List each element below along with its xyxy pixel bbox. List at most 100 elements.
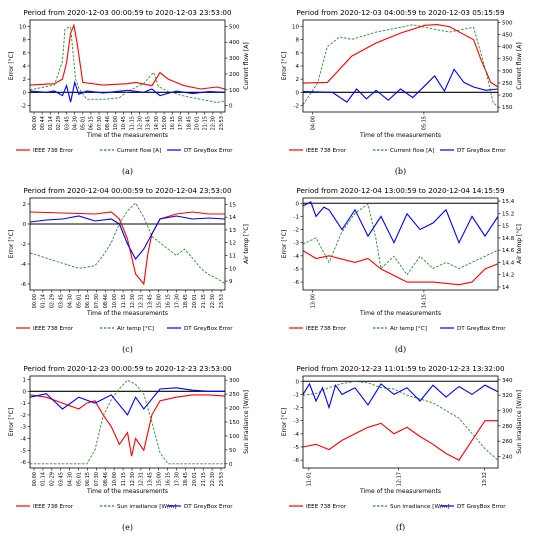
x-tick-label: 06:15: [89, 116, 95, 130]
chart-title: Period from 2020-12-03 00:00:59 to 2020-…: [23, 8, 232, 17]
legend-label: Sun irradiance [W/m]: [390, 504, 450, 510]
x-tick-label: 07:30: [94, 472, 100, 486]
series-line-3: [302, 68, 499, 103]
legend-label: Current flow [A]: [117, 148, 161, 154]
x-tick-label: 10:00: [112, 294, 118, 308]
y2-tick-label: 500: [502, 20, 513, 26]
chart-title: Period from 2020-12-04 00:00:59 to 2020-…: [23, 186, 232, 195]
y-tick-label: 6: [23, 51, 27, 57]
y-tick-label: -2: [294, 228, 299, 234]
x-tick-label: 01:14: [41, 294, 47, 308]
series-line-2: [302, 203, 499, 276]
x-tick-label: 21:15: [203, 116, 209, 130]
y2-axis-label: Sun irradiance [W/m]: [243, 390, 250, 454]
x-tick-label: 22:30: [210, 472, 216, 486]
y2-tick-label: 14.8: [502, 236, 515, 242]
chart-panel-6: Period from 2020-12-23 11:01:59 to 2020-…: [281, 364, 523, 532]
x-tick-label: 07:30: [94, 294, 100, 308]
x-tick-label: 06:15: [85, 472, 91, 486]
y-tick-label: 8: [296, 38, 300, 44]
x-tick-label: 23:53: [219, 116, 225, 130]
x-tick-label: 13:45: [146, 116, 152, 130]
x-tick-label: 00:00: [32, 294, 38, 308]
x-tick-label: 22:30: [211, 116, 217, 130]
chart-title: Period from 2020-12-04 13:00:59 to 2020-…: [296, 186, 505, 195]
x-tick-label: 13:32: [482, 472, 488, 486]
x-tick-label: 17:30: [174, 294, 180, 308]
legend-label: DT GreyBox Error: [457, 504, 506, 510]
x-tick-label: 12:30: [130, 472, 136, 486]
x-tick-label: 13:45: [148, 472, 154, 486]
legend-label: IEEE 738 Error: [306, 148, 347, 154]
plot-frame: [302, 375, 499, 469]
series-line-1: [29, 394, 226, 457]
panel-letter: (a): [122, 167, 133, 176]
legend-label: Air temp [°C]: [390, 326, 427, 332]
series-line-1: [302, 420, 498, 461]
x-tick-label: 02:29: [56, 116, 62, 130]
y2-tick-label: 100: [229, 88, 240, 94]
panel-letter: (c): [122, 345, 133, 354]
x-axis-label: Time of the measurements: [86, 488, 168, 495]
y-tick-label: -2: [294, 406, 299, 412]
x-tick-label: 12:31: [139, 294, 145, 308]
x-tick-label: 20:01: [192, 472, 198, 486]
y2-tick-label: 300: [502, 69, 513, 75]
y2-tick-label: 0: [229, 462, 233, 468]
x-tick-label: 21:15: [201, 472, 207, 486]
y-tick-label: -1: [21, 401, 26, 407]
y2-tick-label: 300: [229, 378, 240, 384]
x-tick-label: 03:45: [59, 472, 65, 486]
y2-tick-label: 13: [229, 228, 236, 234]
y-tick-label: -5: [294, 445, 300, 451]
y-axis-label: Error [°C]: [281, 230, 288, 258]
x-tick-label: 06:15: [85, 294, 91, 308]
y2-tick-label: 200: [502, 93, 513, 99]
x-tick-label: 04:00: [311, 116, 317, 130]
y-tick-label: -3: [21, 425, 27, 431]
y2-tick-label: 14: [229, 215, 236, 221]
y2-tick-label: 12: [229, 241, 236, 247]
y-tick-label: 0: [23, 222, 27, 228]
x-tick-label: 11:01: [307, 472, 313, 486]
y2-tick-label: 9: [229, 279, 233, 285]
x-tick-label: 08:46: [103, 472, 109, 486]
y2-tick-label: 300: [229, 56, 240, 62]
x-tick-label: 16:15: [165, 472, 171, 486]
x-tick-label: 12:17: [396, 472, 402, 486]
y-tick-label: 0: [296, 379, 300, 385]
series-line-1: [29, 211, 225, 286]
y2-tick-label: 200: [229, 72, 240, 78]
x-axis-label: Time of the measurements: [86, 310, 168, 317]
y-tick-label: -5: [294, 267, 300, 273]
y-tick-label: 2: [296, 77, 300, 83]
series-line-3: [29, 80, 226, 103]
y-axis-label: Error [°C]: [8, 408, 15, 436]
y-tick-label: 0: [296, 201, 300, 207]
y-tick-label: -4: [294, 432, 300, 438]
series-line-2: [29, 26, 226, 103]
y2-tick-label: 320: [502, 393, 513, 399]
series-line-3: [29, 387, 225, 416]
chart-title: Period from 2020-12-23 11:01:59 to 2020-…: [296, 364, 505, 373]
y-tick-label: 4: [23, 64, 27, 70]
panel-letter: (b): [395, 167, 406, 176]
y2-tick-label: 400: [502, 45, 513, 51]
x-tick-label: 23:53: [219, 472, 225, 486]
x-tick-label: 20:01: [192, 294, 198, 308]
x-tick-label: 12:30: [130, 294, 136, 308]
x-tick-label: 04:30: [67, 294, 73, 308]
y2-tick-label: 400: [229, 40, 240, 46]
y-tick-label: -2: [294, 103, 299, 109]
x-axis-label: Time of the measurements: [359, 488, 441, 495]
y2-axis-label: Sun irradiance [W/m]: [516, 390, 523, 454]
y2-tick-label: 260: [502, 439, 513, 445]
legend-label: IEEE 738 Error: [306, 504, 347, 510]
y-tick-label: 0: [23, 90, 27, 96]
panel-letter: (f): [396, 523, 405, 532]
panel-letter: (e): [122, 523, 133, 532]
series-line-1: [302, 24, 499, 88]
x-tick-label: 20:01: [194, 116, 200, 130]
x-tick-label: 04:30: [72, 116, 78, 130]
